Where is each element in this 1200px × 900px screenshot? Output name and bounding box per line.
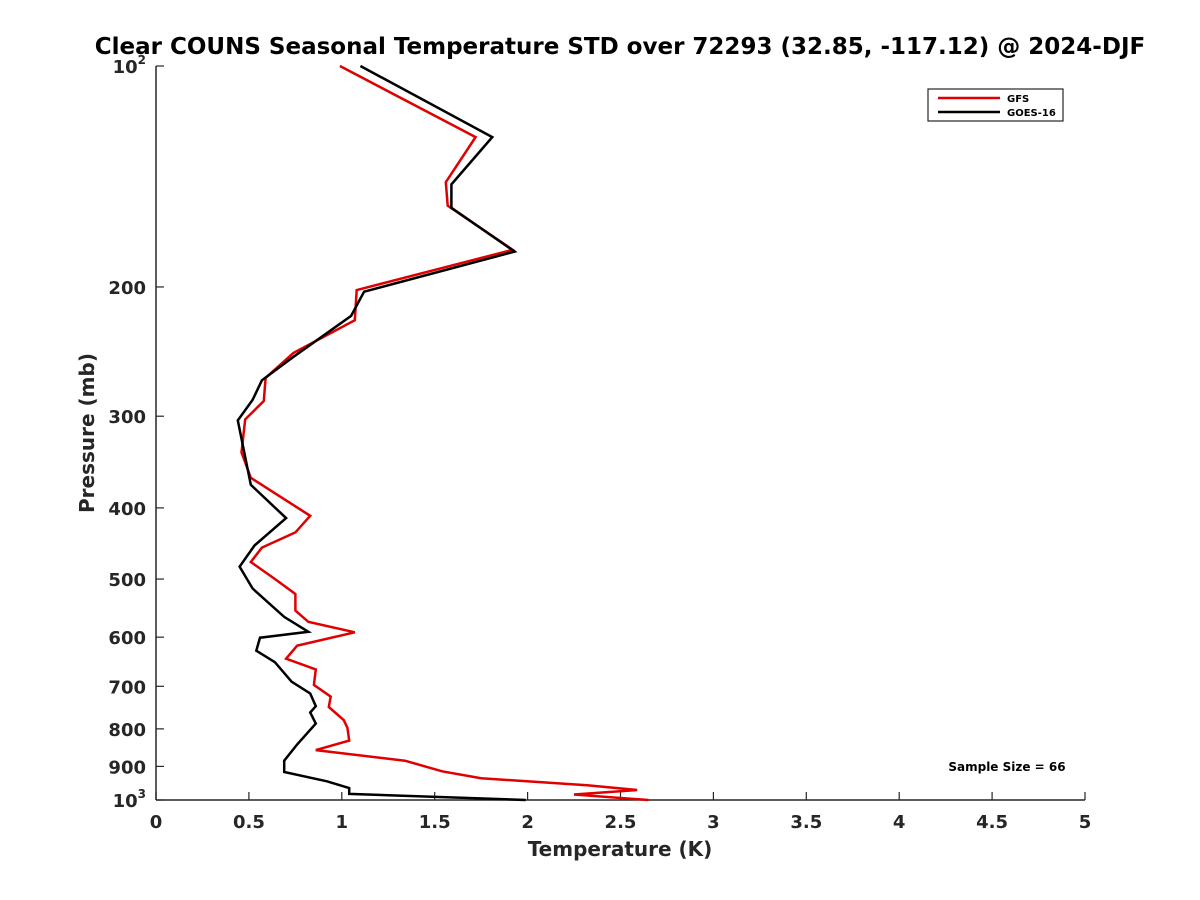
y-tick-label: 102 xyxy=(113,53,146,78)
chart-title: Clear COUNS Seasonal Temperature STD ove… xyxy=(95,34,1145,60)
x-tick-label: 1 xyxy=(336,812,349,833)
legend-label: GFS xyxy=(1007,94,1029,105)
x-tick-label: 1.5 xyxy=(419,812,451,833)
y-tick-label: 600 xyxy=(108,628,146,649)
x-ticks: 0 0.5 1 1.5 2 2.5 3 3.5 4 4.5 5 xyxy=(150,792,1092,833)
x-tick-label: 3.5 xyxy=(790,812,822,833)
x-axis-label: Temperature (K) xyxy=(528,837,713,861)
y-tick-label: 300 xyxy=(108,407,146,428)
legend-items: GFS GOES-16 xyxy=(938,94,1056,119)
series-line-goes-16 xyxy=(236,64,526,802)
series-lines xyxy=(236,64,649,802)
x-tick-label: 0.5 xyxy=(233,812,265,833)
legend-box xyxy=(927,88,1064,122)
y-tick-label: 103 xyxy=(113,787,146,812)
sample-size-annotation: Sample Size = 66 xyxy=(948,760,1065,774)
y-tick-label: 700 xyxy=(108,677,146,698)
y-tick-label: 200 xyxy=(108,278,146,299)
y-ticks: 102 200 300 400 500 600 700 800 900 103 xyxy=(108,53,164,812)
x-tick-label: 4.5 xyxy=(976,812,1008,833)
x-tick-label: 0 xyxy=(150,812,163,833)
plot-area: 0 0.5 1 1.5 2 2.5 3 3.5 4 4.5 5 102 200 300 400 500 600… xyxy=(108,53,1091,833)
y-tick-label: 500 xyxy=(108,570,146,591)
x-tick-label: 2.5 xyxy=(605,812,637,833)
y-tick-label: 900 xyxy=(108,757,146,778)
x-tick-label: 3 xyxy=(707,812,720,833)
y-axis-label: Pressure (mb) xyxy=(75,353,99,513)
series-line-gfs xyxy=(240,64,649,802)
legend-label: GOES-16 xyxy=(1007,108,1056,119)
y-tick-label: 400 xyxy=(108,499,146,520)
x-tick-label: 4 xyxy=(893,812,906,833)
x-tick-label: 5 xyxy=(1079,812,1092,833)
legend: GFS GOES-16 xyxy=(927,88,1064,122)
x-tick-label: 2 xyxy=(521,812,534,833)
y-tick-label: 800 xyxy=(108,720,146,741)
